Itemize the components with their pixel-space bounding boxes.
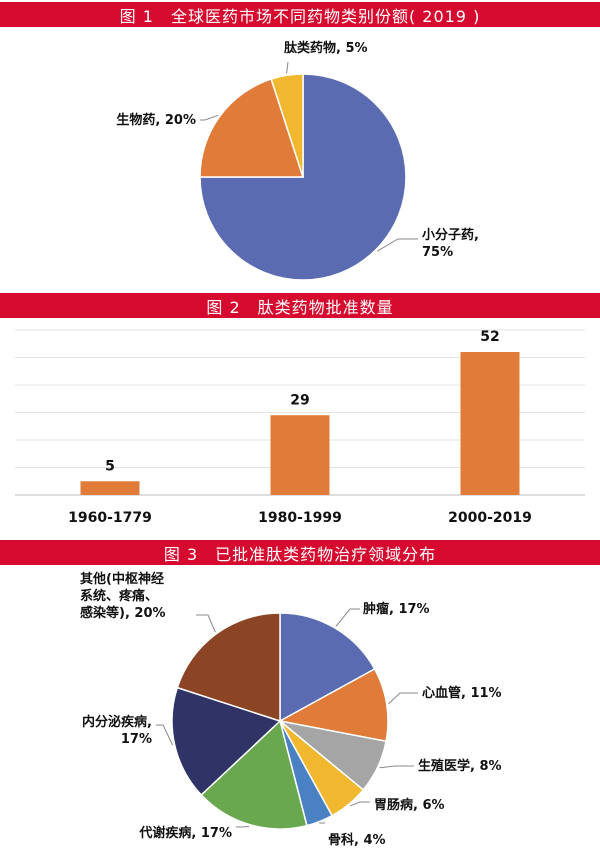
category-label-0: 1960-1779 xyxy=(68,510,152,526)
slice-label-0-1: 生物药, 20% xyxy=(116,112,196,128)
figure-2-bar-chart: 5 1960-1779 29 1980-1999 52 2000-2019 xyxy=(15,329,585,526)
pie-slice-0-1 xyxy=(199,78,305,178)
pie-slice-2-7 xyxy=(176,612,281,723)
slice-label-2-4: 骨科, 4% xyxy=(328,832,386,848)
figure-3-title: 图 3 已批准肽类药物治疗领域分布 xyxy=(0,540,600,565)
leader-line-2-0 xyxy=(335,608,360,627)
slice-label-2-0: 肿瘤, 17% xyxy=(363,601,430,617)
pie-slice-2-6 xyxy=(171,686,282,796)
leader-line-0-1 xyxy=(200,114,219,121)
bar-0 xyxy=(80,481,140,495)
category-label-2: 2000-2019 xyxy=(448,510,532,526)
slice-label-2-7: 其他(中枢神经系统、疼痛、感染等), 20% xyxy=(80,571,166,621)
leader-line-2-2 xyxy=(379,765,414,769)
slice-label-2-2: 生殖医学, 8% xyxy=(418,758,502,774)
bar-value-label-1: 29 xyxy=(290,392,309,408)
leader-line-0-2 xyxy=(286,61,289,74)
leader-line-2-6 xyxy=(156,724,174,746)
figure-2-title: 图 2 肽类药物批准数量 xyxy=(0,293,600,318)
figure-3-pie-chart: 肿瘤, 17% 心血管, 11% 生殖医学, 8% 胃肠病, 6% 骨科, 4% 代谢疾病… xyxy=(80,571,502,848)
bar-1 xyxy=(270,415,330,495)
category-label-1: 1980-1999 xyxy=(258,510,342,526)
leader-line-2-3 xyxy=(349,801,370,807)
slice-label-2-5: 代谢疾病, 17% xyxy=(138,825,232,841)
bar-2 xyxy=(460,352,520,495)
bar-value-label-2: 52 xyxy=(480,329,499,345)
slice-label-2-1: 心血管, 11% xyxy=(422,685,502,701)
slice-label-2-3: 胃肠病, 6% xyxy=(374,797,445,813)
pie-slice-2-5 xyxy=(200,719,308,830)
pie-slice-2-0 xyxy=(279,612,376,723)
pie-slice-0-2 xyxy=(270,73,304,178)
leader-line-0-0 xyxy=(376,238,418,252)
bar-value-label-0: 5 xyxy=(105,458,115,474)
slice-label-0-2: 肽类药物, 5% xyxy=(284,40,368,56)
slice-label-2-6: 内分泌疾病, 17% xyxy=(82,714,152,747)
slice-label-0-0: 小分子药, 75% xyxy=(422,227,479,260)
leader-line-2-1 xyxy=(388,692,418,705)
pie-slice-2-1 xyxy=(277,667,389,743)
pie-slice-0-0 xyxy=(199,73,407,281)
figure-1-pie-chart: 小分子药, 75% 生物药, 20% 肽类药物, 5% xyxy=(116,40,479,281)
leader-line-2-7 xyxy=(196,614,216,633)
figure-1-title: 图 1 全球医药市场不同药物类别份额( 2019 ) xyxy=(0,2,600,27)
